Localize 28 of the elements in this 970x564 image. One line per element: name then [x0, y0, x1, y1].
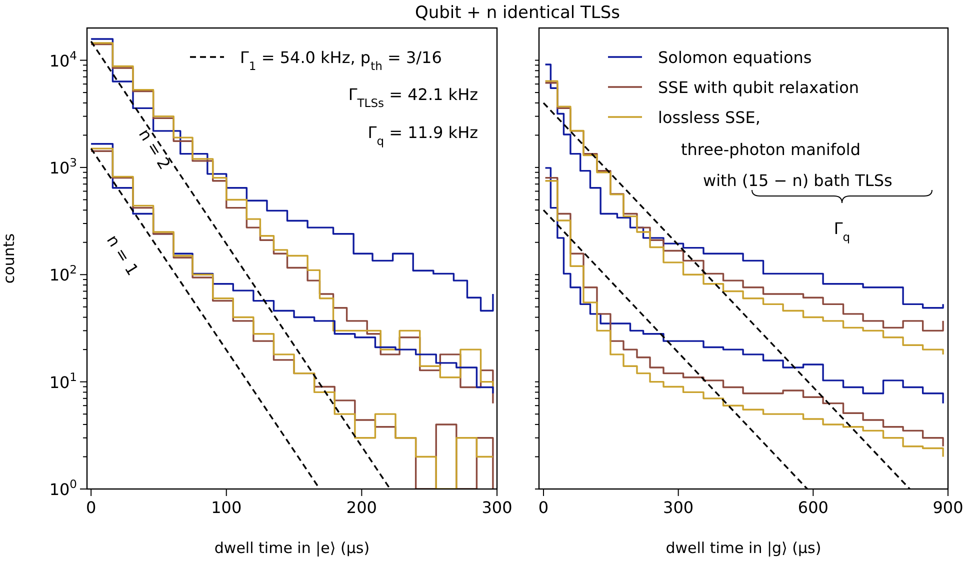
legend-label: SSE with qubit relaxation	[658, 78, 860, 97]
chart-title: Qubit + n identical TLSs	[414, 3, 620, 23]
annotation: Γ$_{TLSs}$ = 42.1 kHz	[348, 85, 478, 110]
y-tick-label: 10$^{0}$	[49, 477, 77, 499]
x-tick-label: 100	[211, 498, 242, 517]
x-tick-label: 0	[86, 498, 96, 517]
annotation: n = 1	[102, 231, 142, 279]
x-axis-title: dwell time in |g⟩ (μs)	[666, 539, 822, 557]
y-tick-label: 10$^{2}$	[49, 262, 77, 285]
annotation: n = 2	[134, 125, 174, 173]
legend-label: Solomon equations	[658, 48, 812, 67]
x-tick-label: 600	[798, 498, 828, 517]
annotation: three-photon manifold	[681, 140, 860, 159]
x-tick-label: 200	[346, 498, 377, 517]
x-axis-title: dwell time in |e⟩ (μs)	[214, 539, 370, 557]
y-axis-title: counts	[0, 233, 18, 284]
legend-label: Γ$_{1}$ = 54.0 kHz, p$_{th}$ = 3/16	[240, 48, 442, 73]
y-tick-label: 10$^{4}$	[49, 48, 77, 70]
x-tick-label: 300	[663, 498, 694, 517]
x-tick-label: 300	[482, 498, 512, 517]
y-tick-label: 10$^{3}$	[49, 155, 77, 178]
annotation: with (15 − n) bath TLSs	[703, 171, 892, 190]
y-tick-label: 10$^{1}$	[49, 370, 77, 392]
annotation: Γ$_{q}$ = 11.9 kHz	[368, 123, 478, 148]
x-tick-label: 900	[932, 498, 964, 517]
legend-label: lossless SSE,	[658, 108, 760, 127]
x-tick-label: 0	[538, 498, 549, 517]
annotation: Γ$_{q}$	[834, 219, 850, 244]
